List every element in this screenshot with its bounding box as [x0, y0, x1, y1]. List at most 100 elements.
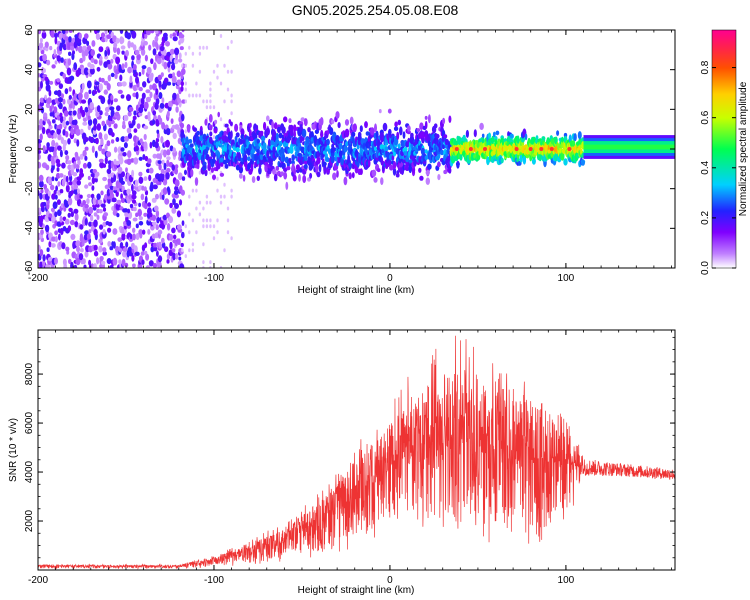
spectrogram-cell — [133, 157, 139, 165]
spectrogram-cell — [152, 184, 158, 190]
spectrogram-cell — [500, 157, 504, 164]
spectrogram-cell — [141, 65, 147, 70]
spectrogram-cell — [143, 141, 148, 149]
snr-y-tick-label: 8000 — [24, 363, 35, 386]
spectrogram-cell — [39, 133, 43, 141]
spectrogram-cell — [302, 128, 307, 138]
spectrogram-cell — [443, 134, 448, 139]
spectrogram-x-tick-label: -200 — [28, 273, 48, 284]
spectrogram-cell — [84, 49, 89, 57]
spectrogram-cell — [132, 84, 138, 92]
spectrogram-cell — [148, 260, 154, 267]
snr-x-tick-label: 0 — [387, 575, 393, 586]
spectrogram-cell — [352, 123, 357, 132]
spectrogram-cell — [133, 110, 137, 116]
spectrogram-cell — [124, 228, 127, 234]
spectrogram-cell — [344, 119, 350, 126]
spectrogram-cell — [230, 194, 233, 199]
spectrogram-cell — [98, 245, 103, 253]
spectrogram-cell — [79, 153, 84, 160]
spectrogram-cell — [38, 174, 44, 182]
spectrogram-cell — [271, 120, 274, 130]
snr-y-tick-label: 2000 — [24, 509, 35, 532]
spectrogram-cell — [113, 123, 118, 129]
spectrogram-cell — [135, 104, 139, 113]
spectrogram-cell — [132, 44, 137, 51]
spectrogram-cell — [202, 242, 205, 247]
spectrogram-cell — [65, 155, 70, 161]
spectrogram-cell — [163, 49, 167, 56]
spectrogram-cell — [110, 58, 114, 64]
spectrogram-cell — [448, 167, 452, 174]
spectrogram-cell — [107, 48, 111, 56]
spectrogram-cell — [144, 54, 148, 62]
spectrogram-cell — [300, 117, 305, 122]
spectrogram-cell — [59, 189, 64, 194]
spectrogram-cell — [180, 189, 185, 196]
spectrogram-cell — [239, 138, 243, 145]
spectrogram-cell — [121, 81, 127, 87]
spectrogram-cell — [320, 132, 324, 138]
spectrogram-cell — [49, 45, 53, 51]
spectrogram-cell — [124, 262, 129, 268]
spectrogram-cell — [249, 122, 252, 128]
spectrogram-cell — [172, 72, 176, 78]
spectrogram-cell — [97, 199, 103, 205]
spectrogram-cell — [101, 148, 106, 155]
spectrogram-cell — [161, 122, 166, 130]
spectrogram-cell — [83, 67, 89, 76]
spectrogram-cell — [248, 129, 252, 138]
spectrogram-cell — [131, 194, 137, 200]
spectrogram-cell — [184, 87, 187, 92]
spectrogram-cell — [433, 123, 438, 129]
spectrogram-cell — [205, 224, 209, 229]
spectrogram-cell — [171, 227, 176, 234]
spectrogram-cell — [230, 188, 233, 193]
spectrogram-cell — [179, 263, 185, 268]
spectrogram-cell — [437, 174, 441, 181]
spectrogram-cell — [155, 118, 160, 127]
spectrogram-cell — [150, 30, 155, 34]
spectrogram-cell — [46, 142, 50, 148]
spectrogram-cell — [209, 170, 212, 175]
spectrogram-cell — [293, 130, 297, 139]
spectrogram-cell — [219, 200, 223, 205]
spectrogram-cell — [154, 30, 159, 34]
spectrogram-cell — [319, 117, 324, 126]
spectrogram-cell — [84, 184, 89, 189]
spectrogram-cell — [155, 224, 159, 231]
spectrogram-cell — [72, 50, 75, 55]
spectrogram-cell — [81, 109, 86, 118]
spectrogram-cell — [139, 138, 143, 144]
spectrogram-cell — [135, 145, 139, 152]
spectrogram-cell — [456, 160, 460, 169]
spectrogram-cell — [138, 176, 144, 184]
spectrogram-cell — [403, 151, 408, 156]
spectrogram-cell — [355, 136, 358, 141]
spectrogram-cell — [41, 31, 47, 39]
spectrogram-cell — [38, 149, 42, 154]
spectrogram-cell — [40, 106, 45, 114]
spectrogram-cell — [92, 197, 97, 206]
spectrogram-cell — [86, 193, 92, 199]
spectrogram-cell — [101, 120, 106, 127]
spectrogram-cell — [58, 123, 63, 130]
spectrogram-cell — [67, 98, 71, 105]
spectrogram-cell — [40, 189, 44, 194]
spectrogram-cell — [114, 72, 118, 80]
spectrogram-cell — [230, 93, 233, 98]
spectrogram-cell — [92, 90, 98, 95]
spectrogram-cell — [76, 246, 80, 253]
spectrogram-cell — [86, 40, 90, 46]
spectrogram-cell — [188, 212, 191, 217]
spectrogram-cell — [88, 229, 92, 234]
spectrogram-cell — [115, 245, 120, 254]
spectrogram-cell — [150, 58, 154, 65]
spectrogram-cell — [142, 81, 147, 88]
spectrogram-cell — [191, 51, 195, 56]
spectrogram-cell — [388, 128, 392, 136]
spectrogram-cell — [211, 158, 217, 164]
spectrogram-cell — [91, 185, 95, 191]
spectrogram-cell — [65, 120, 70, 126]
spectrogram-cell — [209, 200, 212, 205]
